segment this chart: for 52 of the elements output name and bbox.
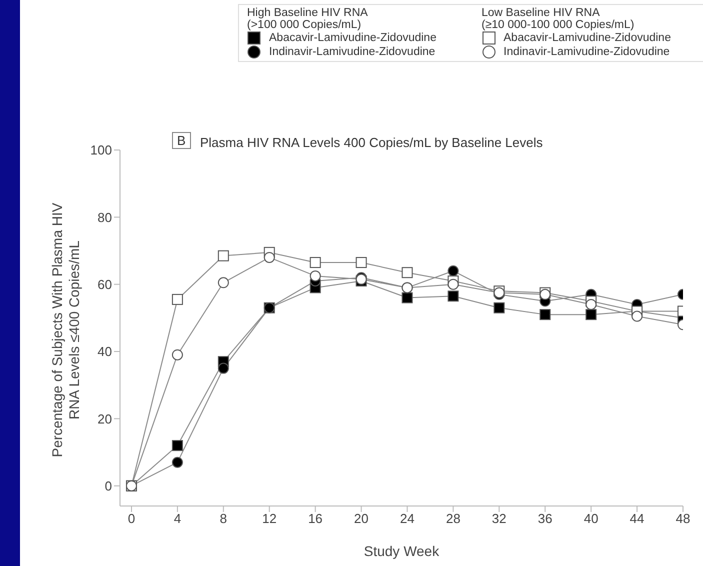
point	[310, 257, 321, 268]
point	[586, 309, 597, 320]
point	[218, 277, 229, 288]
point	[172, 294, 183, 305]
point	[172, 456, 183, 468]
point	[172, 440, 183, 452]
y-tick-label: 80	[98, 210, 112, 225]
chart-title: Plasma HIV RNA Levels 400 Copies/mL by Baseline Levels	[200, 135, 543, 150]
legend-label: Indinavir-Lamivudine-Zidovudine	[268, 45, 436, 59]
x-tick-label: 44	[630, 511, 644, 526]
legend-label: Abacavir-Lamivudine-Zidovudine	[268, 31, 438, 45]
y-tick-label: 40	[98, 344, 112, 360]
text: (≥10 000-100 000 Copies/mL)	[482, 19, 636, 31]
x-tick-label: 48	[676, 511, 690, 526]
x-tick-label: 24	[400, 511, 414, 526]
text: B	[172, 132, 191, 149]
point	[310, 270, 321, 282]
point	[402, 292, 413, 304]
point	[264, 252, 275, 263]
y-axis-title: Percentage of Subjects With Plasma HIV RNA Levels ≤400 Copies/mL	[49, 202, 82, 458]
x-axis-title: Study Week	[364, 543, 440, 559]
y-tick-label: 100	[90, 142, 112, 158]
point	[448, 278, 459, 290]
legend-label: Abacavir-Lamivudine-Zidovudine	[502, 31, 672, 45]
point	[448, 290, 459, 302]
y-tick-label: 60	[98, 276, 112, 292]
x-tick-label: 0	[128, 511, 136, 526]
point	[494, 302, 505, 314]
x-tick-label: 28	[446, 511, 460, 526]
point	[172, 349, 183, 360]
x-tick-label: 20	[354, 511, 369, 526]
y-tick-label: 20	[98, 411, 112, 426]
x-tick-label: 36	[538, 511, 552, 526]
x-tick-label: 4	[174, 511, 182, 526]
x-tick-label: 40	[584, 511, 598, 526]
x-tick-label: 8	[220, 511, 228, 526]
x-tick-label: 16	[308, 511, 323, 526]
point	[402, 267, 413, 278]
point	[218, 250, 229, 262]
text: (>100 000 Copies/mL)	[247, 19, 362, 31]
point	[586, 298, 597, 310]
text: High Baseline HIV RNA	[247, 7, 369, 19]
x-tick-label: 12	[262, 511, 277, 526]
point	[218, 362, 229, 374]
point	[632, 310, 643, 322]
y-tick-label: 0	[104, 478, 112, 494]
point	[356, 257, 367, 268]
x-tick-label: 32	[492, 511, 506, 526]
point	[448, 265, 459, 276]
text: Low Baseline HIV RNA	[482, 7, 601, 19]
point	[540, 309, 551, 320]
legend-label: Indinavir-Lamivudine-Zidovudine	[502, 45, 671, 59]
